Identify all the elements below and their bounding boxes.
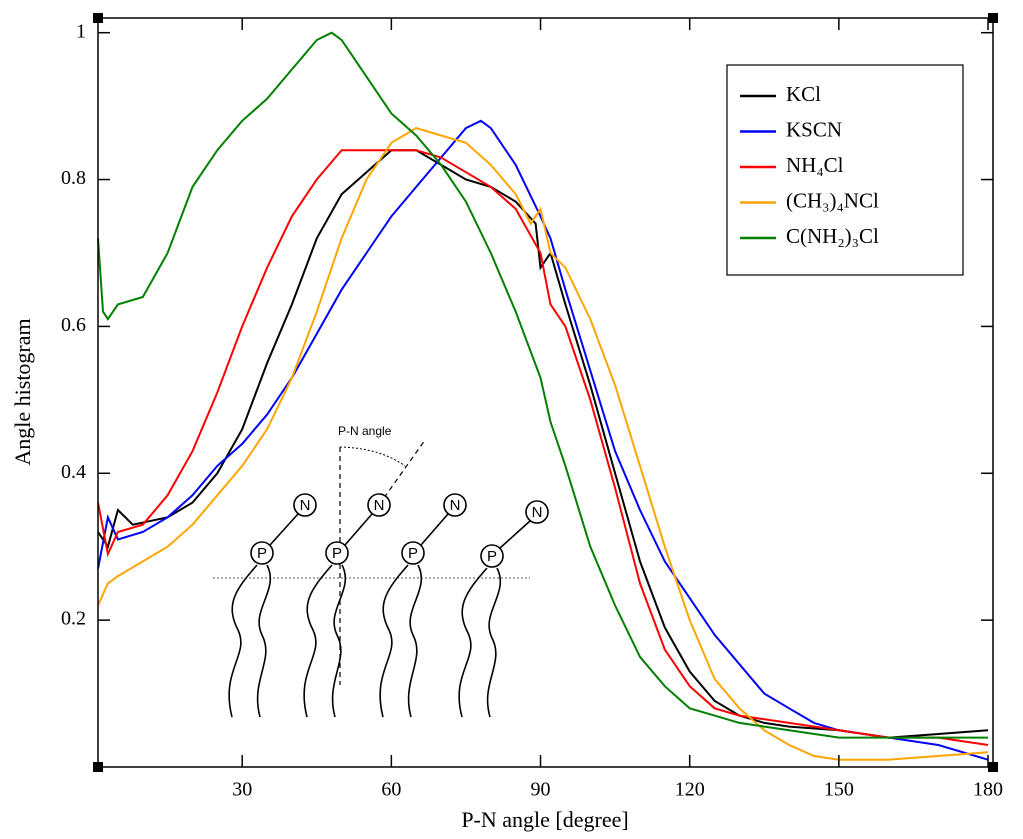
data-line [97, 31, 988, 739]
x-tick-label: 30 [232, 779, 252, 801]
angle-label: P-N angle [338, 424, 392, 438]
x-tick-label: 180 [973, 779, 1003, 801]
y-tick-label: 1 [76, 20, 86, 42]
legend-label: KCl [786, 82, 821, 106]
lipid-tails [228, 564, 502, 718]
plot-area [97, 31, 989, 761]
frame [97, 17, 994, 768]
atom-label: N [300, 497, 311, 514]
atom-label: P [332, 545, 342, 562]
corner-markers [93, 13, 998, 772]
angle-arc [339, 446, 406, 467]
x-axis-label: P-N angle [degree] [461, 807, 628, 832]
legend-label: (CH₃)₄NCl [786, 188, 879, 212]
x-tick-label: 90 [531, 779, 551, 801]
vector-line [378, 439, 426, 506]
y-tick-label: 0.4 [61, 461, 86, 483]
legend-label: KSCN [786, 117, 842, 141]
atom-label: P [257, 545, 267, 562]
legend-label: NH₄Cl [786, 153, 844, 177]
x-tick-label: 60 [381, 779, 401, 801]
y-axis-label: Angle histogram [10, 318, 35, 465]
x-tick-label: 120 [675, 779, 705, 801]
legend [726, 64, 964, 276]
atom-label: N [532, 504, 543, 521]
data-line [97, 119, 989, 761]
lipid-inset: P N P N P N P N P-N angle [213, 424, 549, 718]
x-tick-label: 150 [824, 779, 854, 801]
atom-label: P [408, 545, 418, 562]
atom-label: N [450, 497, 461, 514]
legend-label: C(NH₂)₃Cl [786, 224, 879, 248]
data-line [97, 149, 989, 746]
atom-label: N [374, 497, 385, 514]
atom-label: P [487, 548, 497, 565]
y-tick-label: 0.8 [61, 167, 86, 189]
y-tick-label: 0.2 [61, 608, 86, 630]
data-line [97, 127, 989, 761]
y-tick-label: 0.6 [61, 314, 86, 336]
